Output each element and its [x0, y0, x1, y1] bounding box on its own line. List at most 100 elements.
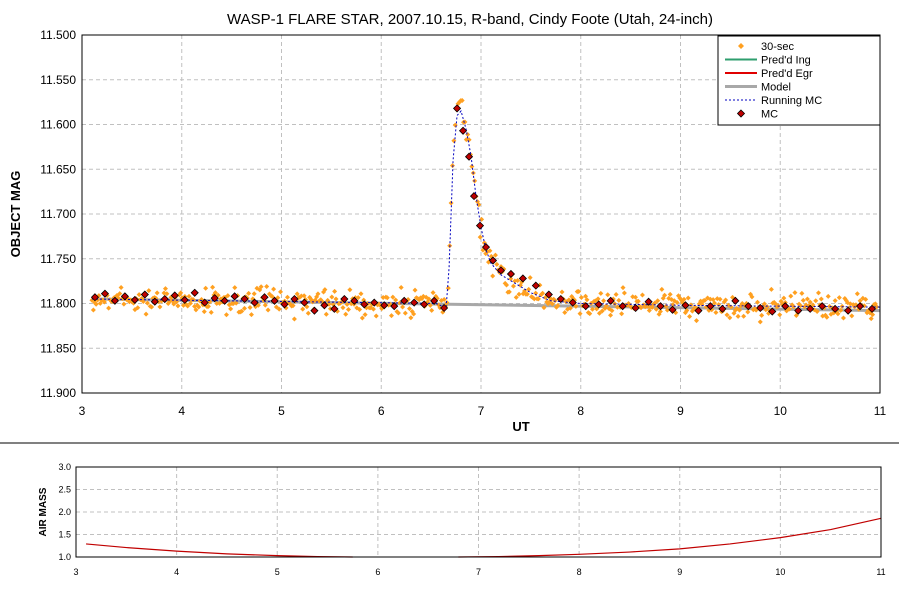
raw-point — [619, 311, 625, 317]
mc-point — [544, 290, 553, 299]
mc-point — [855, 302, 865, 311]
raw-point — [265, 307, 271, 313]
raw-point — [868, 316, 874, 322]
raw-point — [388, 313, 394, 319]
mc-point — [469, 192, 479, 201]
bottom-plot-border — [75, 466, 882, 558]
raw-point — [241, 305, 247, 311]
raw-point — [201, 309, 207, 315]
raw-point — [395, 310, 401, 316]
top-x-tick-label: 5 — [278, 404, 285, 418]
raw-point — [208, 309, 214, 315]
raw-point — [659, 286, 665, 292]
raw-point — [540, 290, 546, 296]
top-y-tick-label: 11.900 — [40, 386, 76, 400]
raw-point — [835, 311, 841, 317]
top-x-tick-label: 10 — [774, 404, 788, 418]
raw-point — [144, 300, 150, 306]
legend-label: Pred'd Ing — [761, 55, 811, 67]
raw-point — [214, 300, 220, 306]
raw-point — [93, 301, 99, 307]
raw-point — [490, 273, 496, 279]
raw-point — [323, 311, 329, 317]
top-y-tick-label: 11.750 — [40, 252, 76, 266]
mc-point — [350, 296, 359, 305]
mc-point — [867, 304, 877, 313]
mc-point — [220, 296, 229, 305]
raw-point — [136, 292, 142, 298]
raw-point — [674, 299, 680, 305]
raw-point — [205, 303, 211, 309]
raw-point — [667, 291, 673, 297]
bottom-x-tick-labels: 3 4 5 6 7 8 9 10 11 — [73, 567, 885, 577]
raw-point — [146, 288, 152, 294]
raw-point — [646, 307, 652, 313]
mc-point — [606, 296, 615, 305]
mc-point — [744, 302, 753, 311]
raw-point — [595, 296, 601, 302]
raw-point — [549, 301, 555, 307]
mc-point — [831, 304, 840, 313]
raw-point — [429, 307, 435, 313]
raw-point — [149, 304, 155, 310]
raw-point — [716, 302, 722, 308]
raw-point — [535, 296, 541, 302]
mc-point — [818, 302, 827, 311]
raw-points — [89, 98, 880, 325]
raw-point — [818, 296, 824, 302]
bottom-x-tick-label: 5 — [275, 567, 280, 577]
raw-point — [246, 290, 252, 296]
raw-point — [370, 306, 376, 312]
mc-point — [496, 266, 506, 275]
raw-point — [487, 248, 493, 254]
raw-point — [506, 289, 512, 295]
raw-point — [101, 299, 107, 305]
mc-point — [568, 298, 577, 307]
raw-point — [825, 293, 831, 299]
raw-point — [390, 294, 396, 300]
mc-point — [280, 300, 289, 309]
top-y-tick-label: 11.650 — [40, 162, 76, 176]
top-x-tick-label: 8 — [577, 404, 584, 418]
raw-point — [203, 285, 209, 291]
raw-point — [639, 292, 645, 298]
raw-point — [777, 312, 783, 318]
top-y-tick-label: 11.600 — [40, 118, 76, 132]
raw-point — [664, 307, 670, 313]
raw-point — [121, 301, 127, 307]
raw-point — [451, 138, 457, 144]
mc-point — [581, 302, 590, 311]
raw-point — [355, 295, 361, 301]
raw-point — [555, 303, 561, 309]
top-x-tick-label: 4 — [178, 404, 185, 418]
raw-point — [459, 98, 465, 104]
raw-point — [239, 308, 245, 314]
raw-point — [832, 298, 838, 304]
legend-label: Pred'd Egr — [761, 68, 813, 80]
mc-point — [531, 281, 540, 290]
mc-point — [200, 298, 209, 307]
raw-point — [157, 304, 163, 310]
raw-point — [713, 310, 719, 316]
mc-point — [110, 296, 119, 305]
raw-point — [223, 312, 229, 318]
bottom-x-tick-label: 4 — [174, 567, 179, 577]
raw-point — [527, 275, 533, 281]
raw-point — [452, 122, 458, 128]
raw-point — [233, 300, 239, 306]
raw-point — [262, 302, 268, 308]
raw-point — [741, 313, 747, 319]
raw-point — [590, 306, 596, 312]
bottom-y-tick-label: 1.0 — [58, 552, 71, 562]
raw-point — [764, 304, 770, 310]
top-x-tick-label: 7 — [478, 404, 485, 418]
mc-point — [458, 126, 468, 135]
bottom-plot-area — [86, 517, 882, 558]
mc-point — [420, 300, 429, 309]
raw-point — [232, 285, 238, 291]
top-plot-border — [81, 34, 881, 394]
raw-point — [813, 298, 819, 304]
raw-point — [804, 296, 810, 302]
legend-marker-30sec — [738, 43, 744, 49]
